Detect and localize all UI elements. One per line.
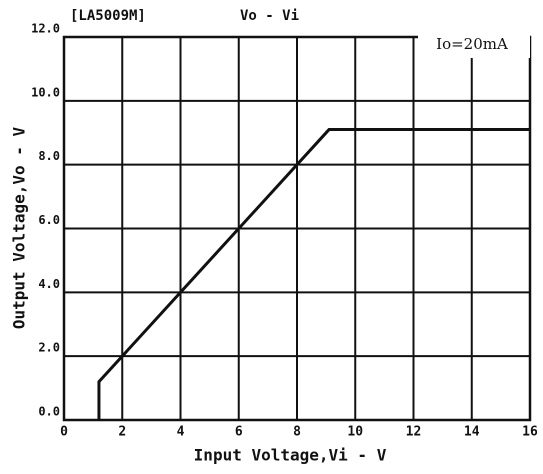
- x-tick-label: 10: [347, 425, 363, 440]
- x-tick-label: 12: [406, 425, 422, 440]
- x-tick-label: 8: [293, 425, 301, 440]
- x-tick-label: 2: [118, 425, 126, 440]
- chart-subtitle: Vo - Vi: [240, 8, 299, 24]
- x-tick-label: 0: [60, 425, 68, 440]
- y-tick-label: 0.0: [38, 405, 60, 419]
- x-tick-label: 16: [522, 425, 538, 440]
- annotation: Io=20mA: [436, 35, 508, 53]
- y-tick-label: 6.0: [38, 213, 60, 227]
- x-tick-label: 4: [177, 425, 185, 440]
- x-tick-label: 14: [464, 425, 480, 440]
- y-tick-label: 2.0: [38, 341, 60, 355]
- y-tick-label: 4.0: [38, 277, 60, 291]
- x-tick-label: 6: [235, 425, 243, 440]
- y-tick-label: 12.0: [31, 22, 60, 36]
- annotation-box: [418, 30, 530, 58]
- chart-title: [LA5009M]: [70, 8, 146, 24]
- x-axis-label: Input Voltage,Vi - V: [194, 446, 387, 465]
- y-tick-label: 10.0: [31, 85, 60, 99]
- data-line: [97, 128, 530, 420]
- y-axis-label: Output Voltage,Vo - V: [10, 126, 29, 329]
- y-tick-label: 8.0: [38, 149, 60, 163]
- plot-frame: [62, 35, 532, 422]
